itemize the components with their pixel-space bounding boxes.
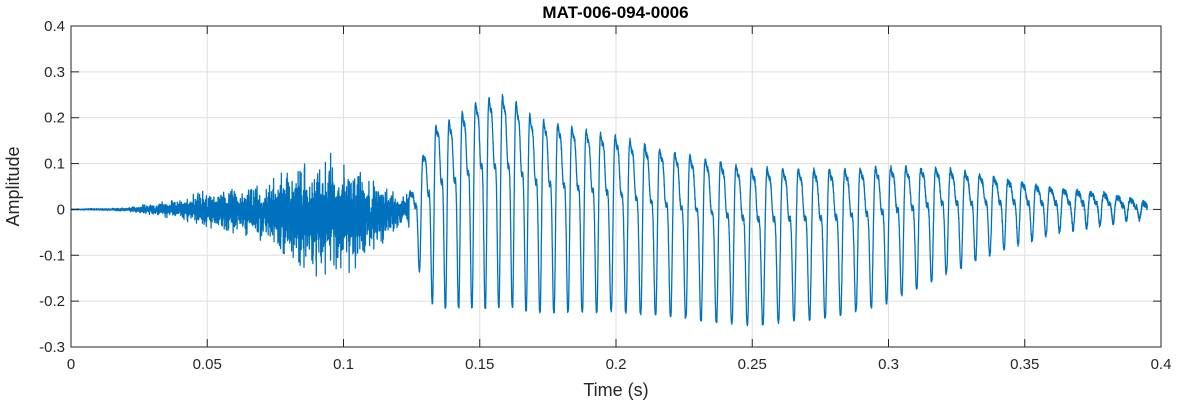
y-tick-label: -0.1 (39, 247, 65, 264)
x-tick-label: 0.25 (738, 356, 767, 373)
x-tick-label: 0.3 (878, 356, 899, 373)
y-axis: -0.3 -0.2 -0.1 0 0.1 0.2 0.3 0.4 (39, 18, 1161, 356)
x-axis: 0 0.05 0.1 0.15 0.2 0.25 0.3 0.35 0.4 (67, 26, 1172, 373)
x-tick-label: 0.35 (1010, 356, 1039, 373)
waveform-series (70, 93, 1148, 327)
x-tick-label: 0.4 (1151, 356, 1172, 373)
y-tick-label: -0.3 (39, 339, 65, 356)
x-tick-label: 0.05 (193, 356, 222, 373)
waveform-line (70, 93, 1148, 327)
x-tick-label: 0.2 (606, 356, 627, 373)
y-axis-label: Amplitude (3, 146, 23, 226)
chart-title: MAT-006-094-0006 (542, 3, 688, 22)
x-axis-label: Time (s) (583, 380, 648, 400)
y-tick-label: 0.2 (44, 110, 65, 127)
x-tick-label: 0.15 (465, 356, 494, 373)
y-tick-label: 0.4 (44, 18, 65, 35)
y-tick-label: -0.2 (39, 293, 65, 310)
x-tick-label: 0.1 (333, 356, 354, 373)
grid (71, 26, 1161, 347)
y-tick-label: 0.3 (44, 64, 65, 81)
y-tick-label: 0.1 (44, 156, 65, 173)
x-tick-label: 0 (67, 356, 75, 373)
y-tick-label: 0 (57, 201, 65, 218)
